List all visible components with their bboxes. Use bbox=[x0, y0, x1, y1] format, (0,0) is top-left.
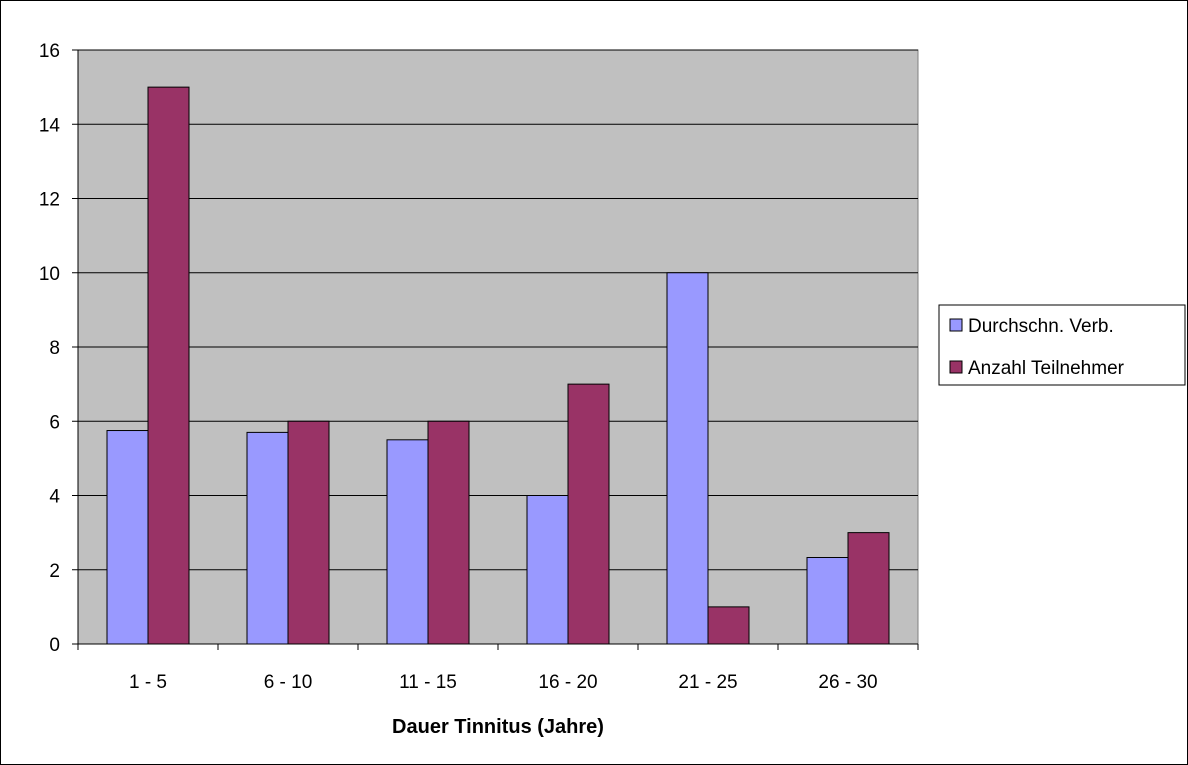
legend-label-durchschn-verb: Durchschn. Verb. bbox=[968, 316, 1114, 337]
legend-label-anzahl-teilnehmer: Anzahl Teilnehmer bbox=[968, 358, 1125, 379]
bar-anzahl-teilnehmer-3 bbox=[427, 420, 470, 645]
bars bbox=[106, 86, 890, 645]
legend-swatch-anzahl-teilnehmer bbox=[949, 360, 963, 374]
y-tick-label: 8 bbox=[49, 338, 60, 359]
y-tick-labels: 0 2 4 6 8 10 12 14 16 bbox=[39, 41, 61, 656]
bar-anzahl-teilnehmer-6 bbox=[847, 532, 890, 645]
y-tick-label: 4 bbox=[49, 487, 60, 508]
x-tick-label: 21 - 25 bbox=[678, 672, 737, 693]
bar-durchschn-verb-5 bbox=[666, 272, 709, 645]
legend-swatch-durchschn-verb bbox=[949, 318, 963, 332]
x-tick-label: 1 - 5 bbox=[129, 672, 167, 693]
x-tick-labels: 1 - 5 6 - 10 11 - 15 16 - 20 21 - 25 26 - 30 bbox=[129, 672, 878, 693]
axes bbox=[72, 49, 919, 650]
x-tick-label: 26 - 30 bbox=[818, 672, 877, 693]
bar-durchschn-verb-1 bbox=[106, 430, 149, 645]
y-tick-label: 16 bbox=[39, 41, 60, 62]
y-tick-label: 10 bbox=[39, 264, 60, 285]
y-tick-label: 2 bbox=[49, 561, 60, 582]
y-tick-label: 14 bbox=[39, 115, 61, 136]
y-tick-label: 12 bbox=[39, 190, 60, 211]
x-tick-label: 16 - 20 bbox=[538, 672, 597, 693]
bar-durchschn-verb-2 bbox=[246, 431, 289, 645]
bar-anzahl-teilnehmer-2 bbox=[287, 420, 330, 645]
x-tick-label: 11 - 15 bbox=[399, 672, 457, 693]
x-axis-title: Dauer Tinnitus (Jahre) bbox=[392, 716, 604, 738]
bar-durchschn-verb-4 bbox=[526, 495, 569, 645]
y-tick-label: 0 bbox=[49, 635, 60, 656]
bar-durchschn-verb-3 bbox=[386, 439, 429, 645]
x-tick-label: 6 - 10 bbox=[264, 672, 313, 693]
y-tick-label: 6 bbox=[49, 412, 60, 433]
legend-box bbox=[938, 304, 1186, 386]
bar-durchschn-verb-6 bbox=[806, 556, 849, 645]
bar-anzahl-teilnehmer-5 bbox=[707, 606, 750, 645]
bar-anzahl-teilnehmer-1 bbox=[147, 86, 190, 645]
grid-lines bbox=[78, 49, 918, 571]
legend: Durchschn. Verb. Anzahl Teilnehmer bbox=[938, 304, 1186, 386]
bar-anzahl-teilnehmer-4 bbox=[567, 383, 610, 645]
